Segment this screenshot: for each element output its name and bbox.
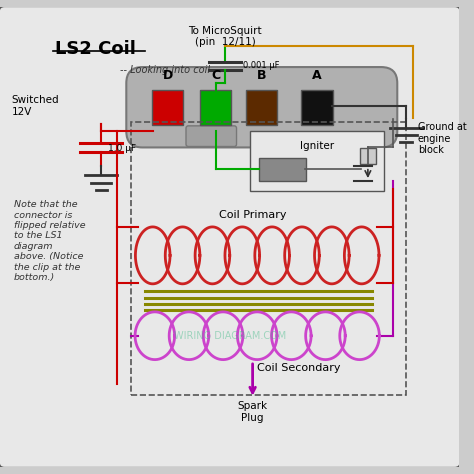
- Text: D: D: [163, 69, 173, 82]
- FancyBboxPatch shape: [250, 131, 383, 191]
- Text: Switched
12V: Switched 12V: [11, 95, 59, 117]
- FancyBboxPatch shape: [200, 91, 231, 126]
- FancyBboxPatch shape: [360, 148, 376, 164]
- FancyBboxPatch shape: [301, 91, 333, 126]
- Text: To MicroSquirt
(pin  12/11): To MicroSquirt (pin 12/11): [188, 26, 262, 47]
- Text: Coil Secondary: Coil Secondary: [257, 363, 340, 374]
- Text: A: A: [312, 69, 322, 82]
- Text: Note that the
connector is
flipped relative
to the LS1
diagram
above. (Notice
th: Note that the connector is flipped relat…: [14, 200, 85, 282]
- FancyBboxPatch shape: [152, 91, 183, 126]
- Text: 0.001 μF: 0.001 μF: [244, 61, 280, 70]
- FancyBboxPatch shape: [126, 67, 397, 147]
- Text: 1.0 μF: 1.0 μF: [108, 144, 136, 153]
- FancyBboxPatch shape: [0, 5, 462, 469]
- FancyBboxPatch shape: [186, 126, 237, 146]
- Text: WIRING DIAGRAM.COM: WIRING DIAGRAM.COM: [173, 331, 286, 341]
- FancyBboxPatch shape: [259, 158, 306, 181]
- Text: Igniter: Igniter: [300, 141, 334, 152]
- Text: Spark
Plug: Spark Plug: [237, 401, 268, 423]
- Text: Coil Primary: Coil Primary: [219, 210, 286, 220]
- Text: C: C: [211, 69, 220, 82]
- Text: Ground at
engine
block: Ground at engine block: [418, 122, 467, 155]
- Text: B: B: [257, 69, 266, 82]
- Text: LS2 Coil: LS2 Coil: [55, 39, 136, 57]
- Text: -- Looking into coil --: -- Looking into coil --: [120, 65, 220, 75]
- FancyBboxPatch shape: [246, 91, 277, 126]
